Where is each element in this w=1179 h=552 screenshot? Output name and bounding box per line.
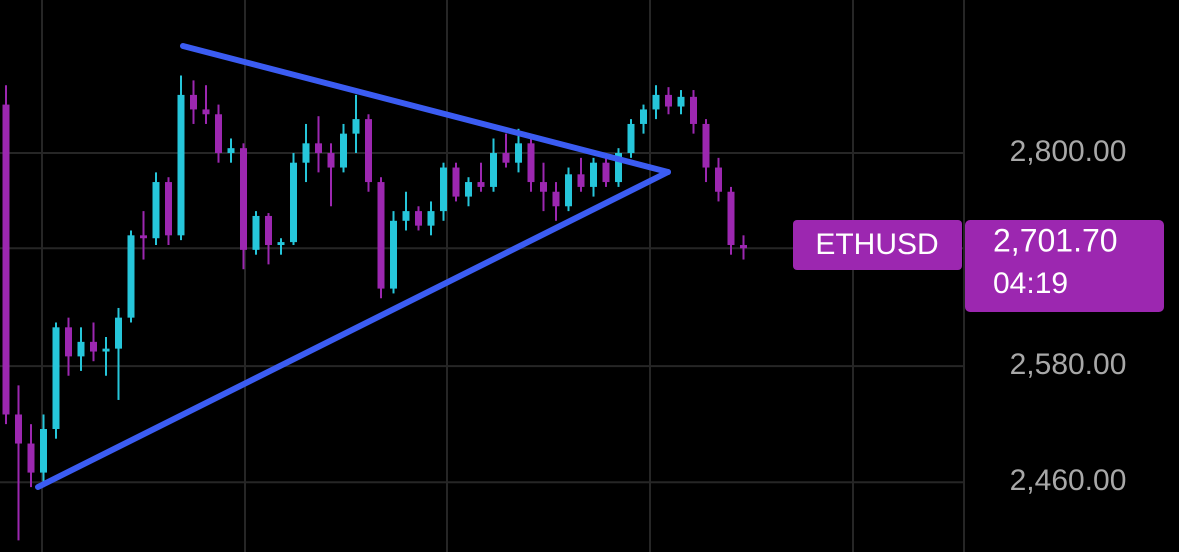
candle-body: [90, 341, 97, 352]
candle-body: [365, 119, 372, 183]
candle-body: [2, 104, 10, 415]
candle-body: [715, 167, 722, 192]
candle-body: [615, 153, 622, 183]
candle-body: [252, 215, 260, 250]
candle-body: [327, 153, 335, 168]
countdown-label: 04:19: [993, 267, 1068, 300]
candle-body: [152, 182, 160, 239]
candle-body: [77, 341, 85, 357]
candle-body: [190, 94, 197, 110]
candle-body: [690, 96, 697, 124]
symbol-box: [793, 220, 962, 270]
price-labels: 2,800.00 2,580.00 2,460.00: [1010, 135, 1127, 497]
candle-body: [440, 167, 447, 212]
candle-body: [390, 220, 397, 289]
candle-body: [540, 182, 547, 192]
candle-body: [565, 174, 572, 207]
candle-body: [502, 153, 510, 163]
candle-body: [340, 133, 347, 168]
candle-body: [202, 109, 210, 115]
candle-body: [465, 182, 472, 197]
candle-body: [427, 211, 435, 226]
y-tick-label: 2,580.00: [1010, 348, 1127, 381]
candle-body: [165, 182, 172, 236]
candle-body: [527, 143, 535, 183]
candle-body: [477, 182, 485, 187]
candle-body: [302, 143, 310, 163]
candle-body: [215, 114, 222, 154]
candle-body: [240, 148, 247, 250]
y-tick-label: 2,460.00: [1010, 464, 1127, 497]
candle-body: [577, 174, 585, 187]
upper-trendline: [180, 43, 671, 175]
candle-body: [627, 123, 635, 154]
last-price-label: 2,701.70: [993, 222, 1118, 258]
candle-body: [552, 191, 560, 207]
candle-body: [452, 167, 460, 197]
candle-body: [677, 96, 685, 107]
candle-body: [315, 143, 322, 154]
candle-body: [65, 327, 72, 357]
candle-body: [490, 153, 497, 187]
candle-body: [402, 211, 410, 221]
y-tick-label: 2,800.00: [1010, 135, 1127, 168]
lower-trendline: [35, 169, 671, 490]
candle-body: [352, 119, 360, 134]
candle-body: [415, 211, 422, 226]
candle-body: [227, 148, 235, 154]
candle-body: [140, 235, 147, 239]
candle-body: [590, 162, 597, 187]
candle-body: [115, 317, 122, 349]
candles: [2, 75, 747, 541]
candle-body: [27, 443, 35, 473]
candle-body: [52, 327, 60, 430]
candle-body: [40, 429, 47, 473]
candle-body: [515, 143, 522, 163]
trendlines: [35, 43, 671, 490]
candle-body: [265, 215, 272, 246]
candle-body: [15, 414, 22, 444]
candle-body: [740, 245, 747, 249]
last-price-box: [965, 220, 1164, 312]
candle-body: [602, 162, 610, 183]
candle-body: [377, 182, 385, 289]
candle-body: [727, 191, 735, 246]
candle-body: [290, 162, 297, 243]
candle-body: [127, 235, 135, 318]
candle-body: [177, 94, 185, 236]
candle-body: [640, 109, 647, 124]
candle-body: [665, 94, 672, 107]
candle-body: [102, 348, 110, 352]
candle-body: [702, 123, 710, 168]
symbol-label: ETHUSD: [815, 228, 938, 261]
candle-body: [652, 94, 660, 110]
candle-body: [277, 242, 285, 246]
